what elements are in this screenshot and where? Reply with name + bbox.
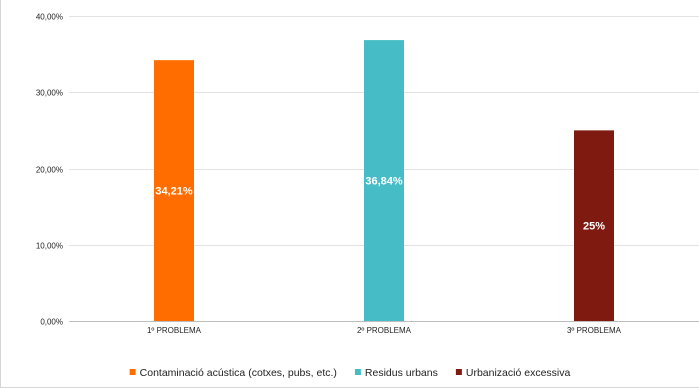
bar-data-label: 36,84% bbox=[365, 176, 403, 188]
y-tick-label: 0,00% bbox=[40, 318, 63, 327]
legend-swatch bbox=[455, 369, 462, 375]
y-tick-label: 10,00% bbox=[36, 242, 63, 251]
y-tick-label: 30,00% bbox=[36, 89, 63, 98]
legend-label: Urbanizació excessiva bbox=[466, 367, 571, 379]
y-tick-label: 20,00% bbox=[36, 166, 63, 175]
bar-data-label: 34,21% bbox=[155, 186, 193, 198]
x-axis-labels: 1º PROBLEMA 2º PROBLEMA 3º PROBLEMA bbox=[147, 326, 622, 335]
bar[interactable] bbox=[364, 40, 404, 321]
legend: Contaminació acústica (cotxes, pubs, etc… bbox=[129, 367, 571, 379]
y-axis-ticks: 0,00% 10,00% 20,00% 30,00% 40,00% bbox=[36, 13, 63, 327]
legend-label: Contaminació acústica (cotxes, pubs, etc… bbox=[140, 367, 337, 379]
y-tick-label: 40,00% bbox=[36, 13, 63, 22]
bar[interactable] bbox=[574, 130, 614, 321]
legend-label: Residus urbans bbox=[365, 367, 438, 379]
legend-swatch bbox=[129, 369, 136, 375]
bars: 34,21% 36,84% 25% bbox=[154, 40, 614, 322]
legend-swatch bbox=[354, 369, 361, 375]
x-category-label: 2º PROBLEMA bbox=[357, 326, 412, 335]
x-category-label: 3º PROBLEMA bbox=[567, 326, 622, 335]
bar[interactable] bbox=[154, 60, 194, 322]
bar-data-label: 25% bbox=[583, 221, 605, 233]
x-category-label: 1º PROBLEMA bbox=[147, 326, 202, 335]
